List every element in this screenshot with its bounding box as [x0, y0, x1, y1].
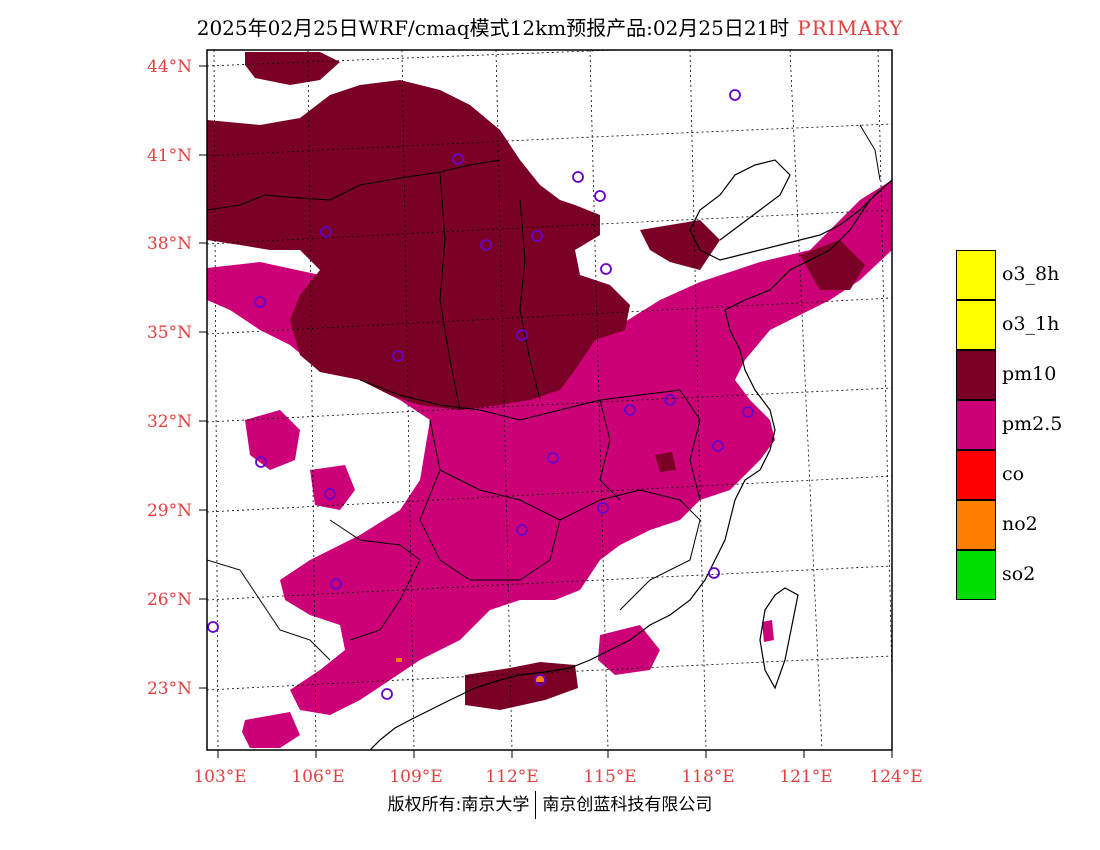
pm10-small-patch: [655, 452, 676, 472]
lat-labels: 44°N 41°N 38°N 35°N 32°N 29°N 26°N 23°N: [147, 57, 192, 699]
map-title: 2025年02月25日WRF/cmaq模式12km预报产品:02月25日21时 P…: [0, 12, 1100, 41]
legend-item: pm10: [956, 350, 1100, 400]
legend-item: so2: [956, 550, 1100, 600]
tick-marks: [199, 65, 893, 758]
legend-swatch: [956, 250, 996, 300]
legend-swatch: [956, 450, 996, 500]
pm10-region: [207, 80, 630, 410]
pm25-patch-west: [245, 410, 300, 470]
pm10-north-band: [245, 52, 340, 85]
legend-item: o3_8h: [956, 250, 1100, 300]
lon-label: 109°E: [389, 767, 442, 787]
title-text: 2025年02月25日WRF/cmaq模式12km预报产品:02月25日21时: [196, 16, 790, 40]
lat-label: 41°N: [147, 146, 192, 166]
lat-label: 35°N: [147, 323, 192, 343]
lat-label: 26°N: [147, 590, 192, 610]
lon-label: 124°E: [869, 767, 922, 787]
lon-labels: 103°E 106°E 109°E 112°E 115°E 118°E 121°…: [193, 767, 922, 787]
lon-label: 103°E: [193, 767, 246, 787]
graticule: [207, 50, 892, 750]
map-frame: [206, 49, 893, 751]
pm25-patch-sw: [242, 712, 300, 748]
copyright-text: 版权所有:南京大学: [387, 795, 530, 815]
coastline-bohai: [689, 159, 881, 261]
legend-label: o3_1h: [1002, 313, 1060, 335]
lon-label: 112°E: [485, 767, 538, 787]
pm25-patch-gz: [310, 465, 355, 510]
boundaries: [207, 159, 701, 661]
lon-label: 118°E: [681, 767, 734, 787]
lat-label: 29°N: [147, 501, 192, 521]
pm10-coast-patch: [800, 240, 865, 290]
korea-outline: [859, 124, 881, 181]
legend-item: o3_1h: [956, 300, 1100, 350]
lon-label: 106°E: [291, 767, 344, 787]
pm25-patch-taiwan: [762, 620, 774, 642]
pm25-patch-south: [598, 625, 660, 675]
lon-label: 121°E: [779, 767, 832, 787]
taiwan-outline: [759, 587, 799, 690]
legend-item: no2: [956, 500, 1100, 550]
legend-label: pm2.5: [1002, 413, 1063, 435]
legend-label: o3_8h: [1002, 263, 1060, 285]
legend-label: co: [1002, 463, 1025, 485]
legend-swatch: [956, 550, 996, 600]
legend-label: no2: [1002, 513, 1038, 535]
title-tag: PRIMARY: [797, 16, 904, 40]
map-area: [207, 50, 892, 750]
lat-label: 32°N: [147, 412, 192, 432]
coastline: [369, 179, 892, 750]
lat-label: 38°N: [147, 234, 192, 254]
pm10-south-patch: [465, 662, 578, 710]
no2-spot: [536, 676, 545, 682]
footer-separator: [535, 791, 537, 819]
legend-swatch: [956, 500, 996, 550]
legend-swatch: [956, 350, 996, 400]
lat-label: 23°N: [147, 679, 192, 699]
pm10-ne-patch: [640, 220, 720, 270]
legend-swatch: [956, 400, 996, 450]
no2-spot-2: [396, 658, 402, 662]
legend-swatch: [956, 300, 996, 350]
legend-item: co: [956, 450, 1100, 500]
city-markers: [207, 89, 754, 700]
lat-label: 44°N: [147, 57, 192, 77]
company-text: 南京创蓝科技有限公司: [542, 795, 713, 815]
legend-label: so2: [1002, 563, 1036, 585]
legend-label: pm10: [1002, 363, 1057, 385]
lon-label: 115°E: [583, 767, 636, 787]
footer: 版权所有:南京大学 南京创蓝科技有限公司: [0, 790, 1100, 819]
legend-item: pm2.5: [956, 400, 1100, 450]
